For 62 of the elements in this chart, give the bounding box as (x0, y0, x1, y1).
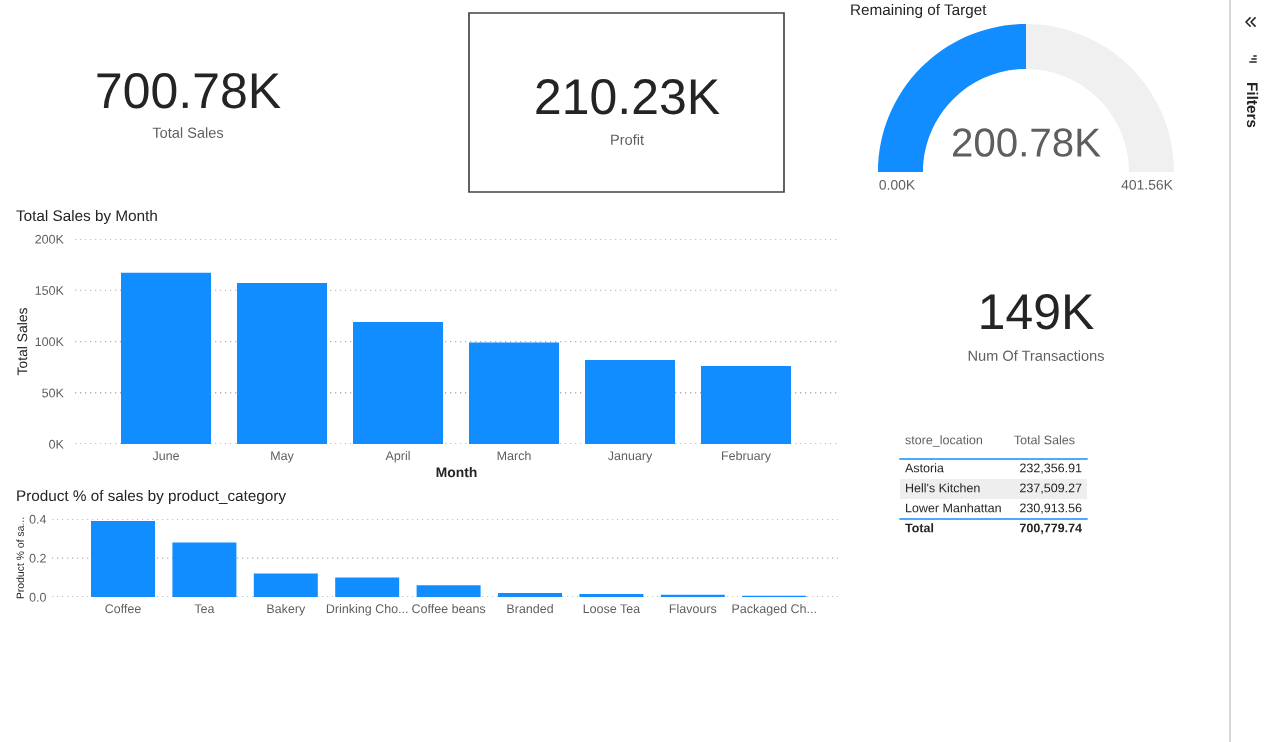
y-tick-label: 0.2 (29, 553, 46, 563)
x-tick-label: Bakery (267, 603, 306, 616)
x-tick-label: January (607, 451, 653, 463)
x-tick-label: Coffee beans (412, 603, 486, 614)
text: 700,779.74 (1019, 523, 1082, 535)
text: 232,356.91 (1020, 463, 1082, 474)
x-tick-label: February (722, 450, 771, 463)
bar (353, 322, 443, 444)
x-tick-label: May (271, 451, 294, 463)
x-tick-label: April (385, 450, 410, 463)
y-tick-label: 0K (49, 439, 64, 449)
text: Astoria (905, 463, 944, 473)
x-tick-label: Drinking Cho... (326, 603, 408, 616)
text: 149K (981, 294, 1094, 330)
x-axis-title: Month (436, 467, 477, 478)
bar (469, 342, 559, 444)
x-tick-label: Flavours (669, 603, 717, 614)
bar (91, 520, 155, 597)
y-axis-title: Product % of sa... (16, 517, 24, 599)
bar (701, 366, 791, 444)
text: Total Sales (152, 127, 224, 138)
bar (335, 577, 400, 597)
bar (579, 593, 644, 597)
text: 237,509.27 (1020, 483, 1082, 494)
y-tick-label: 100K (35, 337, 64, 347)
x-tick-label: Packaged Ch... (732, 603, 816, 616)
y-tick-label: 150K (35, 286, 64, 295)
text: 0.00K (879, 179, 915, 190)
chart-title: Product % of sales by product_category (17, 489, 287, 505)
text: 200.78K (953, 128, 1101, 157)
chart-title: Total Sales by Month (16, 209, 157, 225)
bar (121, 272, 211, 444)
y-tick-label: 50K (42, 388, 64, 398)
y-tick-label: 200K (35, 234, 64, 244)
x-tick-label: Tea (194, 604, 215, 614)
text: store_location (905, 435, 983, 447)
x-tick-label: Loose Tea (583, 604, 641, 614)
text: Hell's Kitchen (906, 483, 980, 493)
bar (253, 573, 318, 597)
y-tick-label: 0.0 (29, 592, 46, 602)
text: Filters (1246, 83, 1259, 128)
y-tick-label: 0.4 (29, 514, 47, 524)
x-tick-label: Branded (507, 603, 553, 614)
bar (237, 283, 327, 444)
text: Profit (611, 134, 644, 145)
chart-title: Remaining of Target (851, 3, 987, 19)
bar (416, 585, 481, 597)
text: Total (905, 523, 934, 533)
bar (172, 542, 237, 597)
text: 401.56K (1121, 179, 1173, 190)
text: 230,913.56 (1020, 503, 1082, 514)
text: 210.23K (536, 79, 720, 115)
x-tick-label: June (152, 451, 179, 461)
bar (498, 593, 562, 597)
text: Num Of Transactions (968, 350, 1104, 361)
text: 700.78K (97, 73, 281, 109)
text: Total Sales (1014, 435, 1075, 445)
y-axis-title: Total Sales (17, 308, 28, 376)
bar (585, 359, 675, 444)
x-tick-label: March (497, 450, 531, 461)
x-tick-label: Coffee (105, 603, 141, 614)
text: Lower Manhattan (906, 503, 1001, 513)
